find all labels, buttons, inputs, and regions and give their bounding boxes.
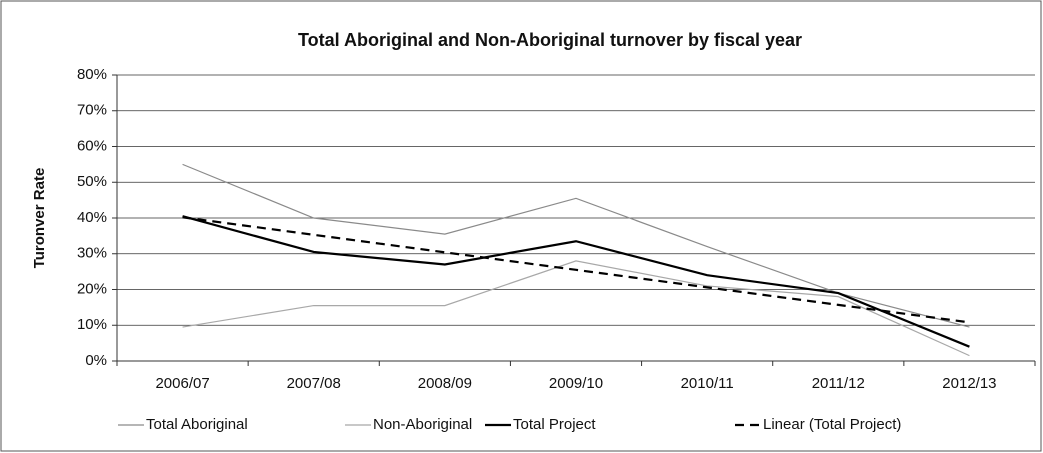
line: [182, 216, 970, 324]
x-tick-label: 2011/12: [812, 375, 865, 392]
line: [182, 215, 970, 348]
y-tick-label: 10%: [77, 316, 107, 333]
y-tick-label: 30%: [77, 245, 107, 262]
legend-label: Non-Aboriginal: [373, 416, 472, 433]
y-tick-label: 70%: [77, 102, 107, 119]
y-tick-label: 50%: [77, 173, 107, 190]
y-tick-label: 20%: [77, 280, 107, 297]
line: [182, 260, 970, 357]
x-tick-label: 2007/08: [287, 375, 341, 392]
x-tick-label: 2010/11: [681, 375, 734, 392]
x-tick-label: 2008/09: [418, 375, 472, 392]
chart-title: Total Aboriginal and Non-Aboriginal turn…: [298, 30, 802, 50]
y-tick-label: 80%: [77, 66, 107, 83]
x-tick-label: 2012/13: [942, 375, 996, 392]
legend-label: Total Aboriginal: [146, 416, 248, 433]
y-axis-label: Turonver Rate: [31, 168, 48, 269]
x-tick-label: 2009/10: [549, 375, 603, 392]
y-tick-label: 40%: [77, 209, 107, 226]
legend-label: Linear (Total Project): [763, 416, 901, 433]
x-tick-label: 2006/07: [155, 375, 209, 392]
legend-label: Total Project: [513, 416, 596, 433]
y-tick-label: 0%: [85, 352, 107, 369]
y-tick-label: 60%: [77, 137, 107, 154]
